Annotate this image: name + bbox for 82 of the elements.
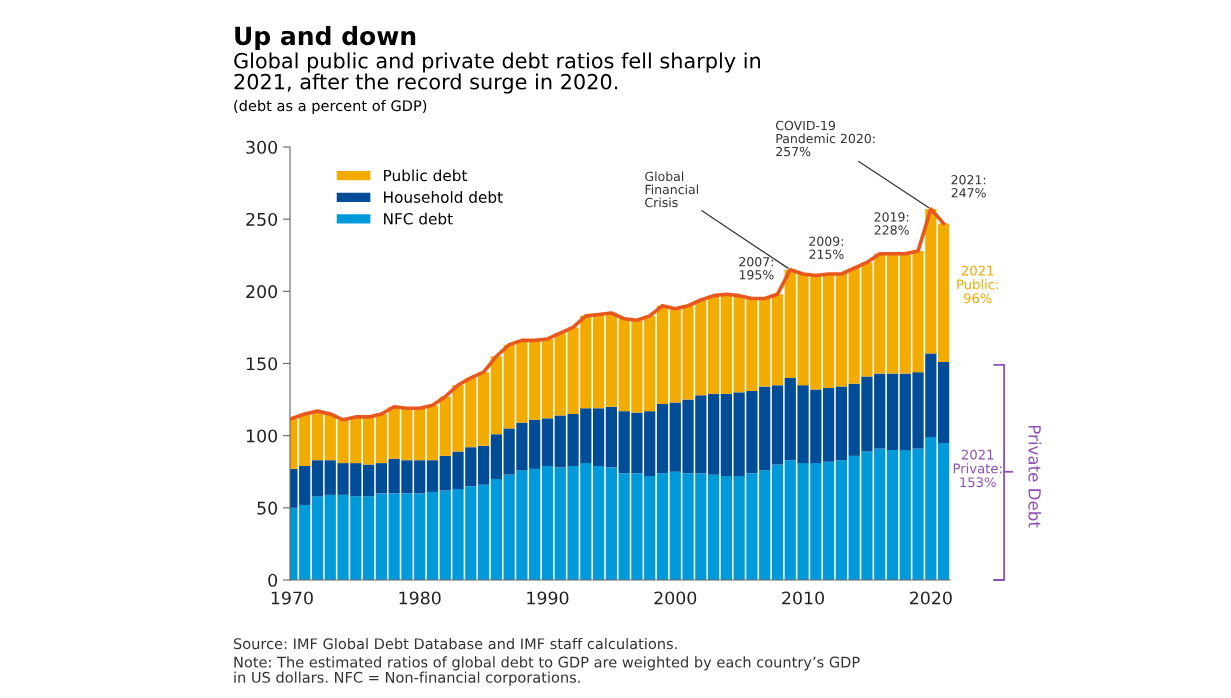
annotation: COVID-19 Pandemic 2020: 257%: [775, 120, 875, 157]
legend-label: Public debt: [384, 169, 468, 182]
bar: [375, 414, 387, 464]
bar: [707, 295, 720, 394]
bar: [771, 464, 784, 580]
bar: [835, 460, 848, 580]
text: Private Debt: [1028, 425, 1042, 528]
bar: [592, 408, 605, 466]
x-tick-label: 1970: [271, 591, 313, 605]
bar: [592, 465, 605, 580]
annotation: 2021: 247%: [951, 175, 986, 198]
annotation: Global Financial Crisis: [645, 171, 699, 208]
bar: [720, 294, 732, 394]
annotation: 2009: 215%: [809, 236, 844, 259]
bar: [490, 356, 502, 435]
bar: [835, 274, 848, 387]
bar: [656, 473, 669, 580]
bar: [822, 461, 835, 580]
bar: [605, 467, 617, 580]
bar: [656, 403, 669, 474]
bar: [477, 484, 490, 580]
bar: [937, 223, 950, 363]
bar: [592, 314, 605, 409]
bar: [886, 253, 899, 374]
bar: [605, 312, 617, 407]
bar: [937, 362, 950, 443]
bar: [886, 373, 899, 451]
bar: [311, 496, 324, 580]
bar: [541, 465, 554, 580]
bar: [426, 460, 439, 492]
bar: [362, 464, 375, 497]
bar: [375, 493, 387, 580]
x-tick-label: 2000: [654, 591, 697, 605]
line-series: [290, 207, 946, 422]
bar: [822, 274, 835, 389]
bar: [541, 338, 554, 419]
bar: [490, 434, 502, 479]
bar: [311, 460, 324, 497]
annotation: 2007: 195%: [739, 257, 774, 280]
bar: [822, 388, 835, 462]
bar: [886, 450, 899, 580]
bar: [720, 393, 732, 477]
source-note: Source: IMF Global Debt Database and IMF staff calculations.: [233, 637, 677, 650]
chart-subtitle: Global public and private debt ratios fell sharply in 2021, after the record surge in 2020.: [234, 52, 760, 94]
bar: [541, 418, 554, 466]
annotation: 2019: 228%: [874, 212, 909, 235]
bar: [835, 386, 848, 461]
x-tick-label: 1980: [399, 591, 441, 605]
y-tick-label: 200: [246, 285, 278, 299]
legend-label: Household debt: [384, 191, 503, 203]
x-tick-label: 2010: [782, 591, 824, 605]
bar: [605, 406, 617, 468]
legend-label: NFC debt: [384, 212, 453, 225]
bar: [362, 496, 375, 580]
bar: [375, 463, 387, 494]
y-tick-label: 250: [246, 212, 278, 227]
x-tick-label: 2020: [910, 591, 952, 605]
bar: [707, 393, 720, 475]
bar: [362, 416, 375, 465]
x-tick-label: 1990: [527, 591, 569, 605]
bar: [937, 442, 950, 580]
y-tick-label: 50: [257, 501, 278, 515]
text: Note: The estimated ratios of global debt to GDP are weighted by each country’s GDP in US dollars. NFC = Non-financial corporations.: [234, 656, 860, 686]
bar: [477, 445, 490, 485]
bar: [656, 305, 669, 404]
y-tick-label: 100: [246, 429, 278, 443]
bar: [426, 491, 439, 580]
y-tick-label: 0: [268, 573, 278, 587]
bar: [477, 372, 490, 446]
bar: [707, 474, 720, 580]
chart-title: Up and down: [235, 25, 416, 51]
bar: [426, 405, 439, 461]
bar: [311, 411, 324, 461]
text: 2021 Private: 153%: [953, 449, 1002, 488]
y-axis-title: (debt as a percent of GDP): [234, 99, 427, 115]
bar: [720, 476, 732, 580]
text: 2021 Public: 96%: [957, 265, 998, 304]
bar: [490, 478, 502, 580]
bar: [771, 294, 784, 386]
y-tick-label: 300: [246, 140, 278, 154]
bar: [771, 385, 784, 465]
y-tick-label: 150: [246, 357, 278, 371]
